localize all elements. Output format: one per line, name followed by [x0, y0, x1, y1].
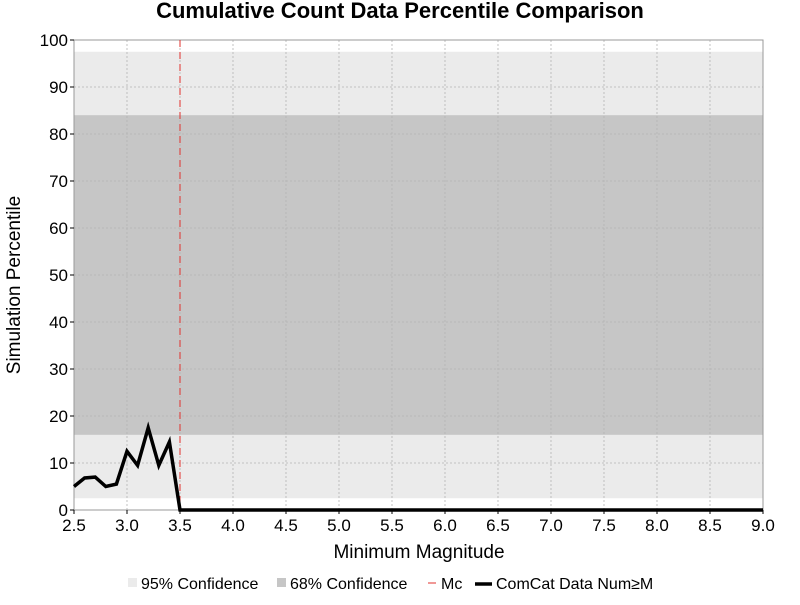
x-tick-label: 3.0 — [115, 516, 139, 535]
legend-label: Mc — [441, 576, 462, 593]
x-tick-label: 3.5 — [168, 516, 192, 535]
x-tick-label: 5.0 — [327, 516, 351, 535]
legend-swatch-1 — [277, 578, 286, 587]
x-axis-label: Minimum Magnitude — [333, 542, 504, 563]
y-tick-label: 100 — [40, 31, 68, 50]
y-tick-label: 60 — [49, 219, 68, 238]
y-tick-label: 20 — [49, 407, 68, 426]
plot-area: 2.5 3.0 3.5 4.0 4.5 5.0 5.5 6.0 6.5 7.0 7.5 8.0 8.5 9… — [40, 31, 775, 535]
legend-swatch-0 — [128, 578, 137, 587]
x-tick-label: 8.0 — [645, 516, 669, 535]
y-tick-label: 70 — [49, 172, 68, 191]
x-tick-label: 7.0 — [539, 516, 563, 535]
x-tick-label: 8.5 — [698, 516, 722, 535]
legend-label: ComCat Data Num≥M — [496, 576, 653, 593]
x-tick-label: 4.5 — [274, 516, 298, 535]
chart-title: Cumulative Count Data Percentile Compari… — [156, 0, 644, 23]
y-tick-label: 80 — [49, 125, 68, 144]
x-tick-label: 4.0 — [221, 516, 245, 535]
x-tick-label: 2.5 — [62, 516, 86, 535]
x-tick-label: 6.5 — [486, 516, 510, 535]
y-tick-label: 0 — [59, 501, 68, 520]
y-tick-label: 50 — [49, 266, 68, 285]
legend-label: 68% Confidence — [290, 576, 408, 593]
x-tick-label: 7.5 — [592, 516, 616, 535]
x-tick-label: 6.0 — [433, 516, 457, 535]
y-tick-label: 30 — [49, 360, 68, 379]
y-tick-label: 90 — [49, 78, 68, 97]
legend-label: 95% Confidence — [141, 576, 259, 593]
x-tick-label: 5.5 — [380, 516, 404, 535]
y-tick-label: 40 — [49, 313, 68, 332]
legend: 95% Confidence 68% Confidence Mc ComCat Dat… — [128, 576, 653, 593]
y-axis-label: Simulation Percentile — [4, 196, 25, 374]
x-tick-label: 9.0 — [751, 516, 775, 535]
y-tick-label: 10 — [49, 454, 68, 473]
